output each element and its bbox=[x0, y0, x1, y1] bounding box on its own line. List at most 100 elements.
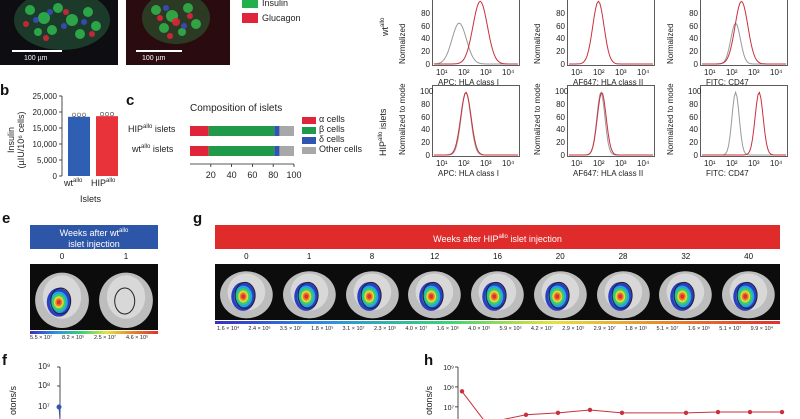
flow-xtick-label: 10² bbox=[458, 68, 470, 77]
flow-xtick-label: 10⁴ bbox=[770, 68, 783, 77]
side-label: HIP bbox=[378, 140, 388, 156]
row-name: wt bbox=[132, 144, 141, 154]
flow-row1-side-label: wtallo bbox=[380, 18, 390, 36]
row-name: HIP bbox=[128, 124, 144, 134]
flow-histogram-svg bbox=[700, 85, 788, 157]
wt-bli-tile bbox=[94, 264, 158, 330]
hip-week-label: 16 bbox=[493, 252, 502, 261]
h-data-point bbox=[459, 389, 465, 394]
composition-legend-label: β cells bbox=[319, 124, 345, 134]
roi-outline bbox=[114, 287, 136, 315]
h-ytick-label: 10⁹ bbox=[443, 365, 454, 372]
composition-legend-swatch bbox=[302, 117, 316, 124]
insulin-axis-label: Insulin (µIU/10⁶ cells) bbox=[6, 100, 26, 180]
flow-ytick-label: 40 bbox=[689, 34, 698, 44]
hip-bli-tile-image bbox=[220, 271, 273, 319]
banner-text: Weeks after HIP bbox=[433, 234, 499, 244]
roi-outline bbox=[548, 281, 570, 309]
hip-week-label: 32 bbox=[681, 252, 691, 261]
composition-xtick-label: 60 bbox=[247, 170, 257, 180]
insulin-replicate-point bbox=[99, 112, 105, 117]
f-data-point bbox=[56, 404, 62, 410]
hip-bli-tile-image bbox=[282, 271, 336, 319]
flow-histogram-trace bbox=[569, 0, 653, 65]
banner-suffix: islet injection bbox=[507, 234, 562, 244]
wt-week-label: 1 bbox=[123, 252, 129, 261]
flow-xtick-label: 10³ bbox=[615, 68, 627, 77]
side-sup: allo bbox=[378, 131, 384, 141]
flow-histogram-svg bbox=[567, 85, 655, 157]
flow-ytick-label: 60 bbox=[421, 21, 430, 31]
composition-segment bbox=[208, 126, 275, 136]
insulin-legend-swatch bbox=[242, 0, 258, 8]
flow-xtick-label: 10⁴ bbox=[770, 159, 783, 168]
flow-ytick-label: 80 bbox=[556, 99, 565, 109]
flow-ytick-label: 40 bbox=[689, 125, 698, 135]
hip-bli-value: 4.2 × 10⁷ bbox=[530, 326, 553, 332]
flow-histogram-svg bbox=[567, 0, 655, 66]
flow-xtick-label: 10³ bbox=[615, 159, 627, 168]
roi-outline bbox=[50, 287, 72, 315]
flow-histogram bbox=[567, 85, 655, 157]
flow-x-axis-label: AF647: HLA class II bbox=[573, 169, 644, 178]
composition-row-hip: HIPallo islets bbox=[128, 124, 175, 134]
flow-ytick-label: 20 bbox=[421, 138, 430, 148]
panel-letter-h: h bbox=[424, 352, 434, 369]
insulin-bar bbox=[68, 116, 90, 176]
flow-x-axis-label: APC: HLA class I bbox=[438, 169, 499, 178]
flow-xtick-label: 10² bbox=[726, 68, 738, 77]
bli-signal bbox=[617, 294, 622, 299]
hip-colorbar bbox=[215, 321, 780, 324]
hip-week-label: 0 bbox=[244, 252, 249, 261]
wt-bli-value: 5.5 × 10⁷ bbox=[30, 335, 53, 341]
composition-segment bbox=[279, 126, 294, 136]
hip-bli-value: 5.1 × 10⁷ bbox=[719, 326, 742, 332]
hip-week-label: 12 bbox=[430, 252, 440, 261]
flow-ytick-label: 0 bbox=[560, 60, 565, 69]
flow-histogram-svg bbox=[432, 85, 520, 157]
roi-outline bbox=[234, 281, 256, 309]
panel-letter-b: b bbox=[0, 82, 10, 99]
category-sup: allo bbox=[73, 178, 83, 184]
insulin-replicate-point bbox=[76, 112, 82, 117]
flow-xtick-label: 10¹ bbox=[436, 159, 448, 168]
micrograph-hip-islet-image bbox=[126, 0, 230, 65]
hip-week-label: 28 bbox=[618, 252, 628, 261]
flow-ytick-label: 60 bbox=[556, 112, 565, 122]
flow-x-axis-label: FITC: CD47 bbox=[706, 169, 749, 178]
glucagon-legend-label: Glucagon bbox=[262, 13, 301, 23]
hip-bli-value: 2.4 × 10⁶ bbox=[248, 326, 271, 332]
side-sup: allo bbox=[380, 17, 386, 27]
scale-label: 100 µm bbox=[142, 55, 166, 62]
wt-banner: Weeks after wtallo islet injection bbox=[30, 225, 158, 249]
roi-outline bbox=[360, 281, 382, 309]
flow-ytick-label: 60 bbox=[689, 112, 698, 122]
hip-bli-tile-image bbox=[722, 271, 775, 319]
flow-ytick-label: 40 bbox=[556, 125, 565, 135]
hip-bli-tile bbox=[403, 264, 467, 320]
hip-bli-tile bbox=[340, 264, 404, 320]
side-suffix: islets bbox=[378, 108, 388, 132]
micrograph-hip-islet: 100 µm bbox=[126, 0, 230, 65]
composition-legend-swatch bbox=[302, 137, 316, 144]
composition-legend-swatch bbox=[302, 147, 316, 154]
flow-ytick-label: 0 bbox=[693, 151, 698, 160]
flow-ytick-label: 60 bbox=[689, 21, 698, 31]
panel-letter-f: f bbox=[2, 352, 7, 369]
wt-bli-tile-image bbox=[99, 272, 153, 329]
flow-histogram bbox=[700, 0, 788, 66]
roi-outline bbox=[422, 281, 444, 309]
hip-week-label: 40 bbox=[744, 252, 754, 261]
roi-outline bbox=[611, 281, 633, 309]
micrograph-wt-islet: 100 µm bbox=[0, 0, 118, 65]
bli-signal bbox=[680, 294, 685, 299]
insulin-replicate-point bbox=[81, 112, 87, 117]
glucagon-legend-swatch bbox=[242, 13, 258, 23]
hip-bli-value: 1.8 × 10⁵ bbox=[311, 326, 334, 332]
composition-segment bbox=[274, 146, 280, 156]
flow-histogram-svg bbox=[700, 0, 788, 66]
insulin-ytick-label: 10,000 bbox=[33, 140, 58, 149]
flow-ytick-label: 80 bbox=[689, 99, 698, 109]
insulin-replicate-point bbox=[71, 112, 77, 117]
composition-segment bbox=[190, 126, 209, 136]
